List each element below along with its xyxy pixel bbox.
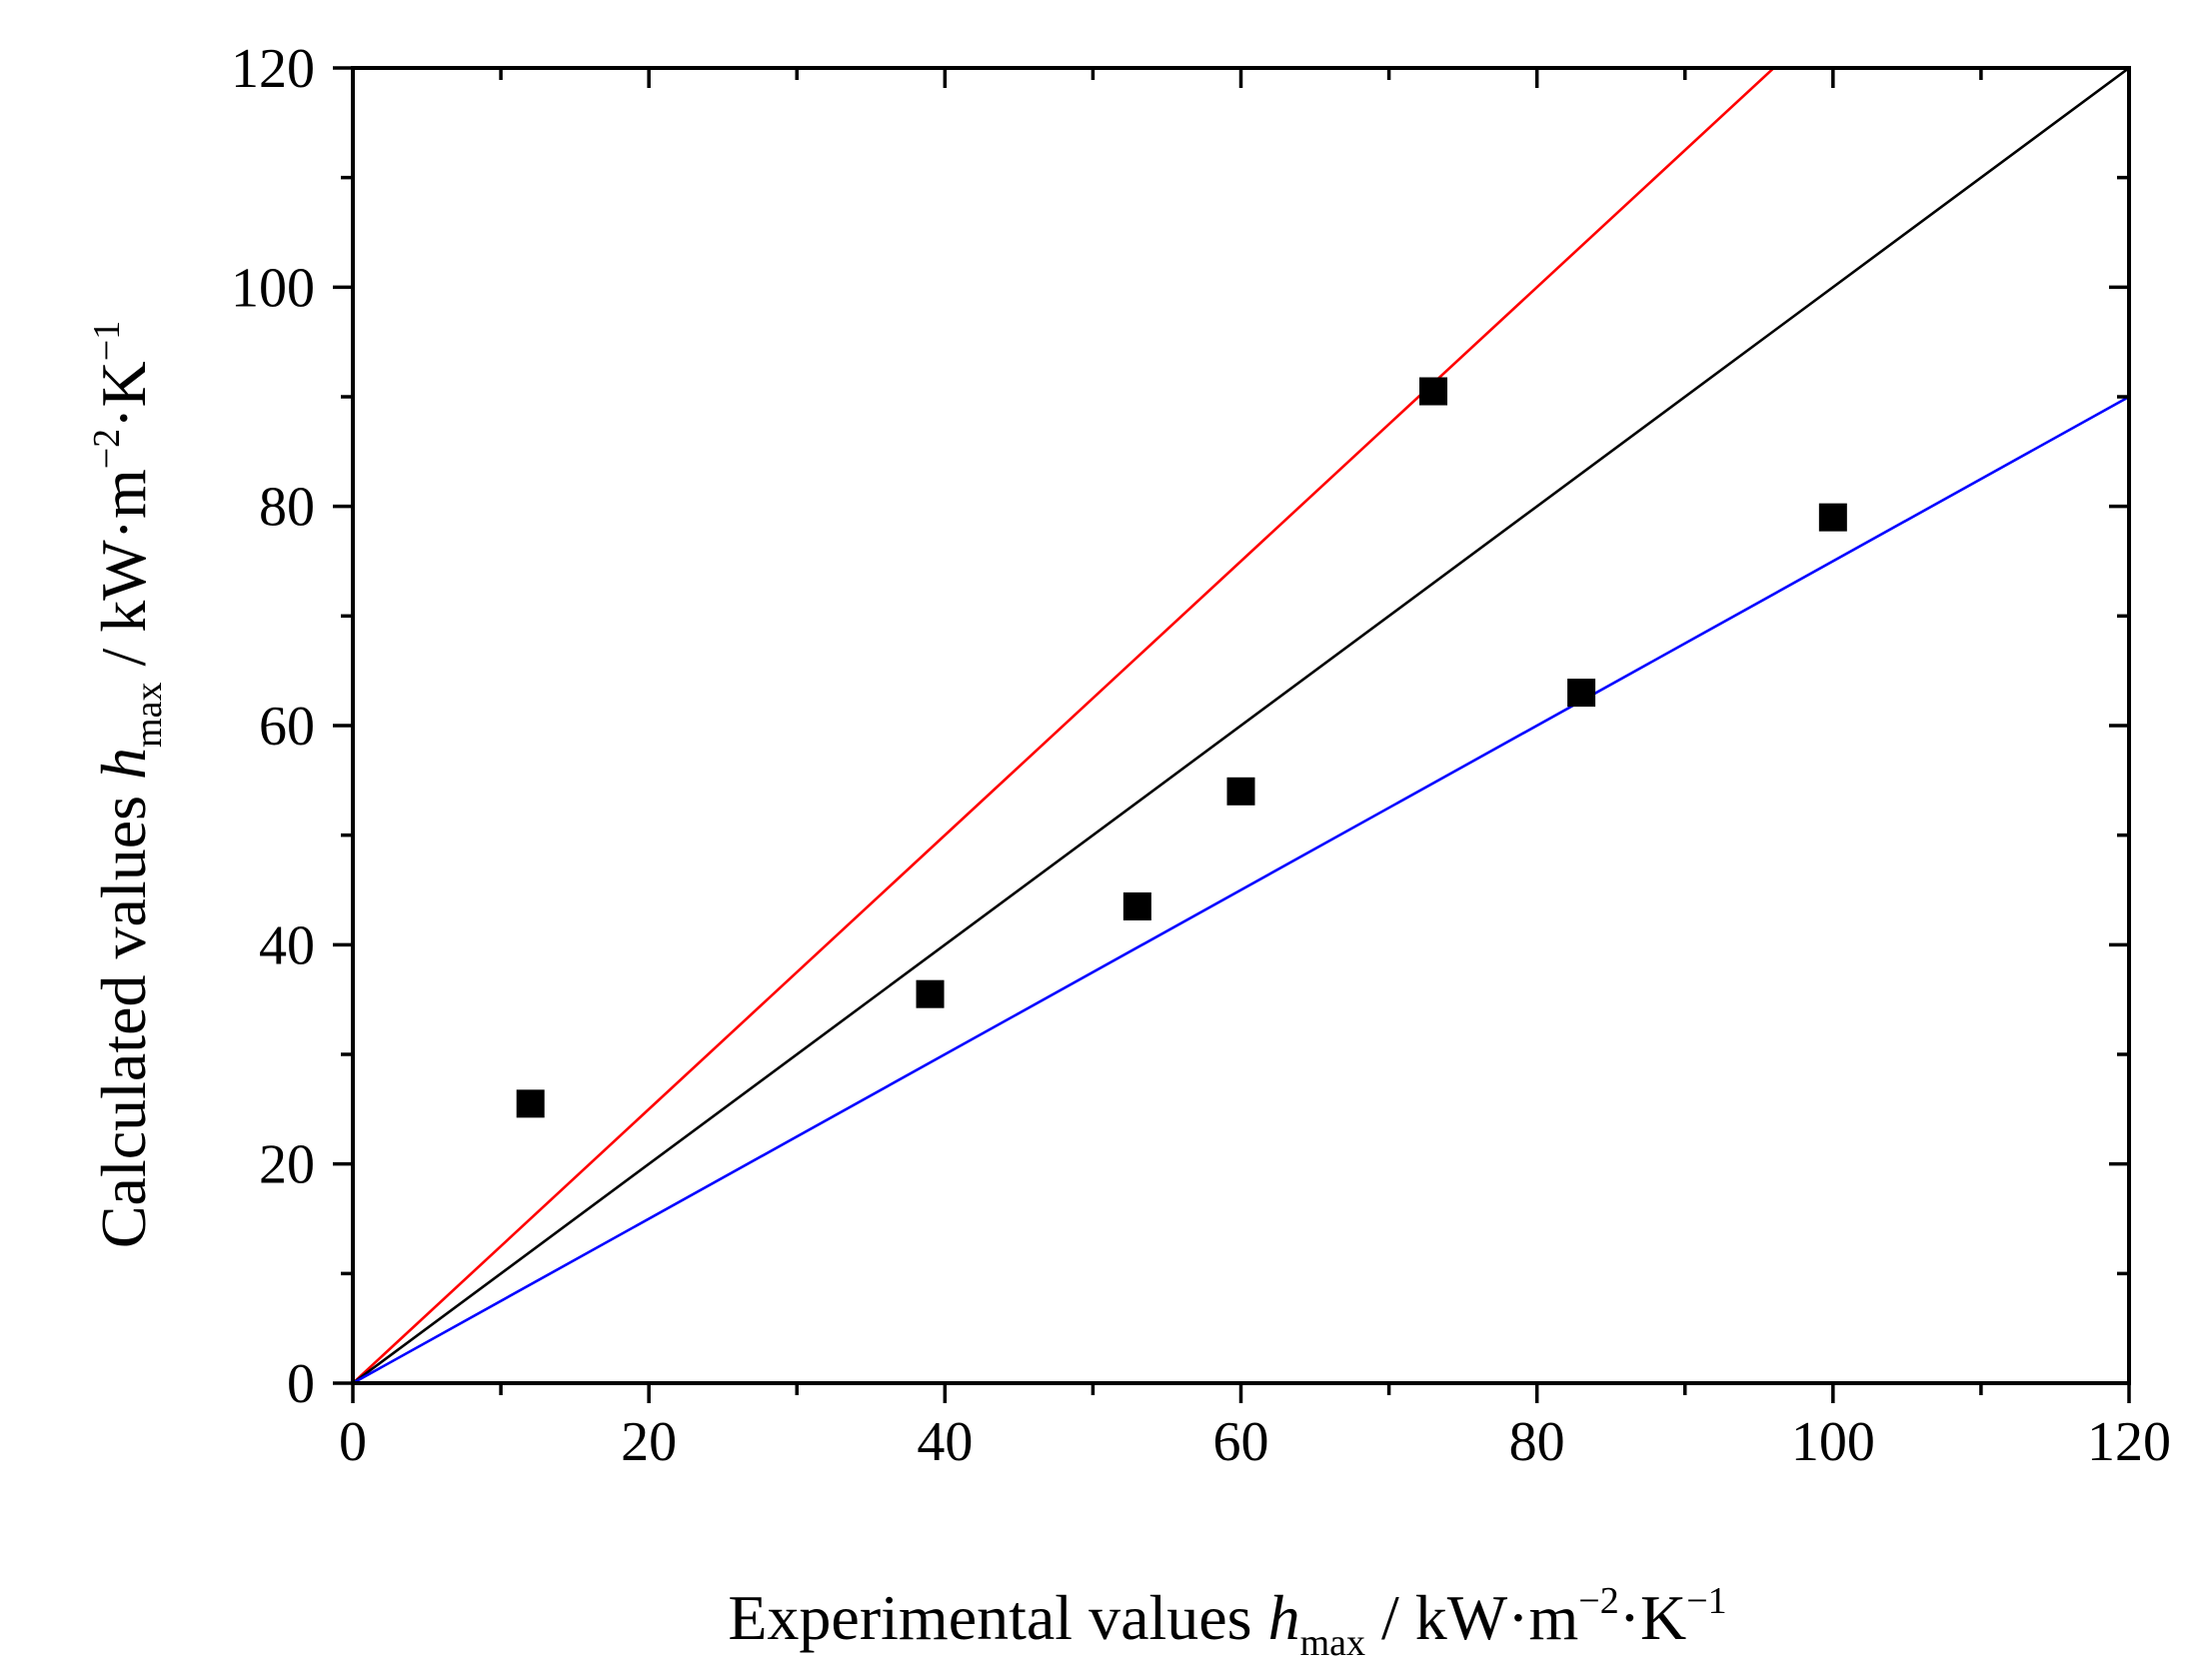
tick-labels: 0 20 40 60 80 100 120 0 20 40 60 80 100 120 bbox=[231, 38, 2171, 1473]
plot-frame bbox=[351, 66, 2131, 1385]
data-points bbox=[516, 377, 1847, 1118]
data-point bbox=[1567, 679, 1596, 708]
reference-line-0 bbox=[353, 68, 1776, 1383]
y-tick-label: 100 bbox=[231, 257, 315, 319]
data-point bbox=[516, 1089, 545, 1118]
data-point bbox=[1122, 891, 1151, 920]
x-tick-label: 20 bbox=[621, 1411, 677, 1473]
data-point bbox=[1419, 377, 1448, 406]
data-point bbox=[1226, 777, 1255, 806]
y-tick-label: 20 bbox=[259, 1134, 315, 1196]
x-tick-label: 100 bbox=[1791, 1411, 1875, 1473]
reference-lines bbox=[353, 68, 2129, 1383]
y-tick-label: 60 bbox=[259, 696, 315, 758]
x-axis-title: Experimental values hmax / kW·m−2·K−1 bbox=[728, 1580, 1726, 1664]
data-point bbox=[1818, 503, 1847, 532]
x-tick-label: 40 bbox=[917, 1411, 973, 1473]
y-tick-label: 0 bbox=[287, 1353, 315, 1415]
y-axis-title: Calculated values hmax / kW·m−2·K−1 bbox=[86, 321, 170, 1248]
x-tick-label: 0 bbox=[339, 1411, 367, 1473]
x-tick-label: 60 bbox=[1213, 1411, 1269, 1473]
y-tick-label: 80 bbox=[259, 477, 315, 539]
reference-line-2 bbox=[353, 395, 2129, 1383]
y-tick-label: 40 bbox=[259, 914, 315, 976]
y-tick-label: 120 bbox=[231, 38, 315, 100]
data-point bbox=[916, 979, 945, 1008]
x-tick-label: 120 bbox=[2087, 1411, 2171, 1473]
x-tick-label: 80 bbox=[1509, 1411, 1565, 1473]
reference-line-1 bbox=[353, 68, 2129, 1383]
